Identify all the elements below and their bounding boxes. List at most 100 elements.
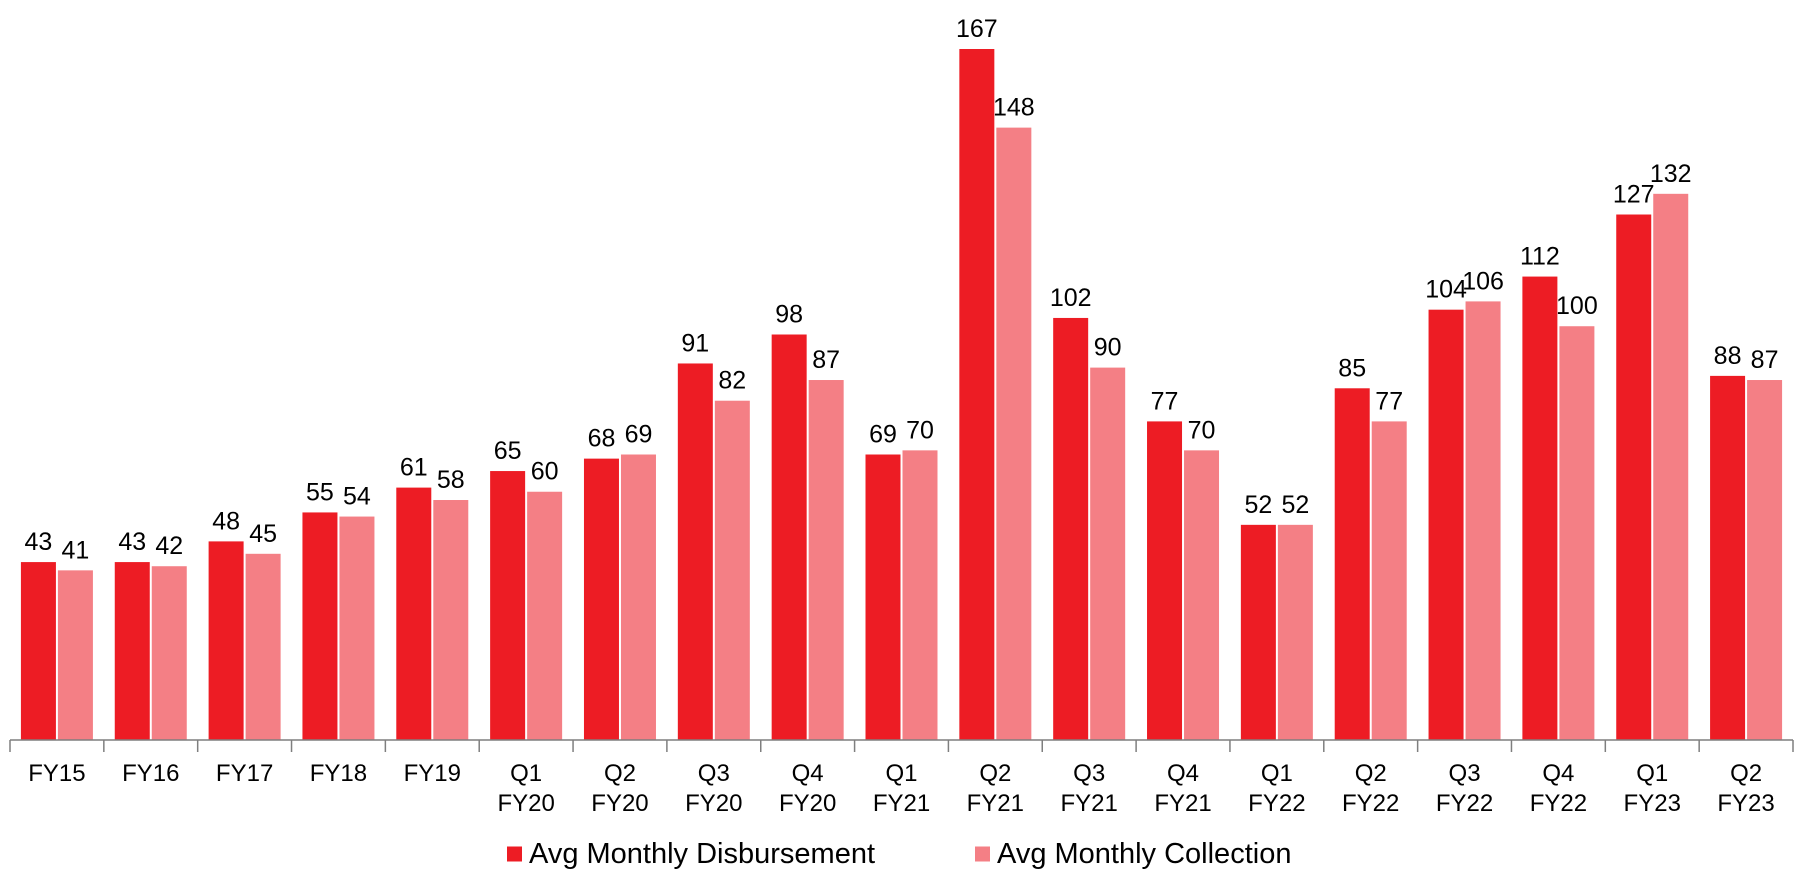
legend-collection-swatch: [975, 846, 990, 862]
x-tick-label-8-line-2: FY20: [685, 790, 742, 817]
disbursement-value-label-1: 43: [25, 528, 53, 556]
collection-value-label-4: 54: [343, 483, 371, 511]
collection-bar-11: [996, 127, 1032, 741]
disbursement-bar-2: [114, 562, 150, 740]
data-labels-layer: 43 41 43 42 48 45 55 54 61 58 65 60 68 69 91 82 98 87 69 70…: [25, 15, 1779, 564]
collection-bar-17: [1559, 326, 1595, 740]
x-tick-label-13-line-2: FY21: [1154, 790, 1211, 817]
disbursement-bar-15: [1334, 388, 1370, 740]
x-tick-label-12-line-1: Q3: [1073, 760, 1105, 787]
collection-value-label-8: 82: [718, 367, 746, 395]
collection-value-label-14: 52: [1281, 491, 1309, 519]
collection-value-label-10: 70: [906, 416, 934, 444]
x-tick-label-17-line-2: FY22: [1530, 790, 1587, 817]
x-tick-label-12-line-2: FY21: [1060, 790, 1117, 817]
x-tick-label-16-line-2: FY22: [1436, 790, 1493, 817]
collection-bar-18: [1653, 193, 1689, 740]
collection-value-label-19: 87: [1751, 346, 1779, 374]
disbursement-value-label-6: 65: [494, 437, 522, 465]
x-tick-label-16-line-1: Q3: [1449, 760, 1481, 787]
x-tick-label-9-line-2: FY20: [779, 790, 836, 817]
collection-bar-5: [433, 500, 469, 740]
x-tick-label-6-line-1: Q1: [510, 760, 542, 787]
x-tick-label-10-line-2: FY21: [873, 790, 930, 817]
legend-disbursement-swatch: [507, 846, 522, 862]
disbursement-value-label-2: 43: [118, 528, 146, 556]
x-tick-label-8-line-1: Q3: [698, 760, 730, 787]
disbursement-value-label-18: 127: [1613, 181, 1655, 209]
x-tick-label-18-line-1: Q1: [1636, 760, 1668, 787]
collection-value-label-5: 58: [437, 466, 465, 494]
disbursement-bar-10: [865, 454, 901, 740]
collection-bar-10: [902, 450, 938, 740]
collection-bar-3: [245, 553, 281, 740]
x-tick-label-9-line-1: Q4: [792, 760, 824, 787]
disbursement-value-label-4: 55: [306, 478, 334, 506]
disbursement-value-label-13: 77: [1151, 387, 1179, 415]
disbursement-bar-11: [959, 49, 995, 740]
disbursement-value-label-16: 104: [1425, 276, 1467, 304]
collection-bar-15: [1371, 421, 1407, 740]
x-tick-label-11-line-2: FY21: [967, 790, 1024, 817]
disbursement-bar-4: [302, 512, 338, 740]
disbursement-value-label-11: 167: [956, 15, 998, 43]
disbursement-bar-8: [677, 363, 713, 740]
collection-value-label-18: 132: [1650, 160, 1692, 188]
x-tick-label-4: FY18: [310, 760, 367, 787]
x-tick-label-6-line-2: FY20: [497, 790, 554, 817]
x-tick-label-1: FY15: [28, 760, 85, 787]
disbursement-bar-6: [490, 471, 526, 740]
x-tick-label-14-line-2: FY22: [1248, 790, 1305, 817]
collection-bar-4: [339, 516, 375, 740]
disbursement-value-label-5: 61: [400, 454, 428, 482]
disbursement-value-label-12: 102: [1050, 284, 1092, 312]
x-tick-label-13-line-1: Q4: [1167, 760, 1199, 787]
x-tick-label-7-line-2: FY20: [591, 790, 648, 817]
disbursement-bar-9: [771, 334, 807, 740]
x-axis-tick-labels: FY15 FY16 FY17 FY18 FY19 Q1 FY20 Q2 FY20 Q3 FY20 Q4…: [28, 760, 1775, 817]
disbursement-bar-12: [1053, 317, 1089, 740]
disbursement-bar-14: [1240, 524, 1276, 740]
disbursement-value-label-19: 88: [1714, 342, 1742, 370]
collection-value-label-16: 106: [1462, 267, 1504, 295]
x-tick-label-7-line-1: Q2: [604, 760, 636, 787]
disbursement-value-label-14: 52: [1244, 491, 1272, 519]
x-tick-label-14-line-1: Q1: [1261, 760, 1293, 787]
collection-value-label-1: 41: [62, 536, 90, 564]
legend: Avg Monthly Disbursement Avg Monthly Coll…: [507, 838, 1291, 870]
collection-bar-8: [714, 400, 750, 740]
collection-value-label-13: 70: [1188, 416, 1216, 444]
disbursement-bar-16: [1428, 309, 1464, 740]
x-axis-ticks: [9, 740, 1794, 752]
collection-bar-9: [808, 380, 844, 740]
disbursement-bar-18: [1616, 214, 1652, 740]
disbursement-value-label-10: 69: [869, 421, 897, 449]
disbursement-value-label-15: 85: [1338, 354, 1366, 382]
collection-value-label-15: 77: [1375, 387, 1403, 415]
disbursement-value-label-9: 98: [775, 301, 803, 329]
x-tick-label-10-line-1: Q1: [885, 760, 917, 787]
collection-value-label-11: 148: [993, 94, 1035, 122]
collection-bar-1: [57, 570, 93, 740]
collection-value-label-12: 90: [1094, 334, 1122, 362]
collection-bar-7: [620, 454, 656, 740]
disbursement-bar-19: [1710, 375, 1746, 740]
disbursement-bar-7: [583, 458, 619, 740]
disbursement-bar-3: [208, 541, 244, 740]
disbursement-bar-5: [396, 487, 432, 740]
x-tick-label-15-line-2: FY22: [1342, 790, 1399, 817]
disbursement-value-label-7: 68: [588, 425, 616, 453]
collection-value-label-9: 87: [812, 346, 840, 374]
x-tick-label-19-line-1: Q2: [1730, 760, 1762, 787]
disbursement-bar-13: [1147, 421, 1183, 740]
x-tick-label-18-line-2: FY23: [1624, 790, 1681, 817]
disbursement-value-label-17: 112: [1520, 243, 1560, 271]
collection-bar-2: [151, 566, 187, 740]
x-tick-label-15-line-1: Q2: [1355, 760, 1387, 787]
disbursement-value-label-8: 91: [681, 329, 709, 357]
collection-bar-12: [1090, 367, 1126, 740]
collection-bar-13: [1184, 450, 1220, 740]
bars-layer: [20, 49, 1783, 741]
